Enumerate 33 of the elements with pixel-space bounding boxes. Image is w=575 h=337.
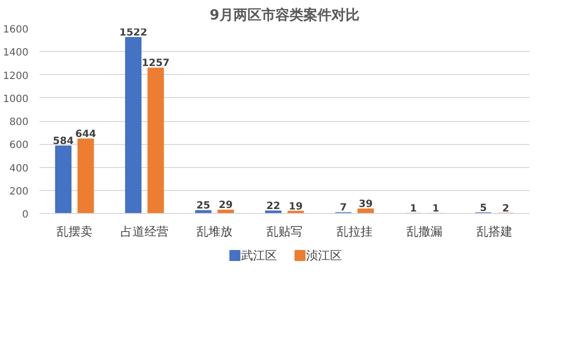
x-tick-label: 占道经营 (120, 224, 168, 238)
data-label: 584 (52, 136, 74, 147)
y-tick-label: 800 (9, 117, 29, 128)
y-tick-label: 400 (9, 163, 29, 174)
data-label: 1522 (119, 28, 148, 39)
y-tick-label: 0 (22, 210, 29, 220)
y-tick-label: 600 (9, 140, 29, 152)
data-label: 39 (358, 198, 373, 210)
data-label: 1257 (142, 58, 170, 70)
legend-label: 武江区 (240, 248, 277, 262)
x-tick-label: 乱摆卖 (56, 224, 92, 238)
data-label: 1 (410, 203, 417, 214)
x-tick-label: 乱堆放 (196, 224, 232, 238)
x-tick-label: 乱贴写 (266, 224, 302, 238)
data-label: 19 (288, 201, 303, 212)
data-label: 29 (218, 200, 233, 212)
data-label: 25 (196, 200, 210, 212)
chart-title: 9月两区市容类案件对比 (210, 6, 360, 24)
data-label: 7 (340, 202, 347, 214)
data-label: 2 (502, 203, 510, 214)
data-label: 22 (266, 200, 280, 212)
y-tick-label: 1600 (3, 24, 29, 36)
x-tick-label: 乱拉挂 (336, 224, 372, 238)
y-tick-label: 1400 (3, 48, 29, 59)
x-tick-label: 乱撒漏 (406, 224, 442, 238)
data-label: 1 (432, 203, 440, 214)
x-tick-label: 乱搭建 (476, 224, 512, 238)
y-tick-label: 200 (9, 186, 29, 198)
legend-label: 浈江区 (306, 248, 342, 262)
y-tick-label: 1200 (3, 70, 29, 82)
data-label: 5 (480, 202, 487, 214)
data-label: 644 (75, 129, 96, 140)
y-tick-label: 1000 (3, 94, 29, 105)
